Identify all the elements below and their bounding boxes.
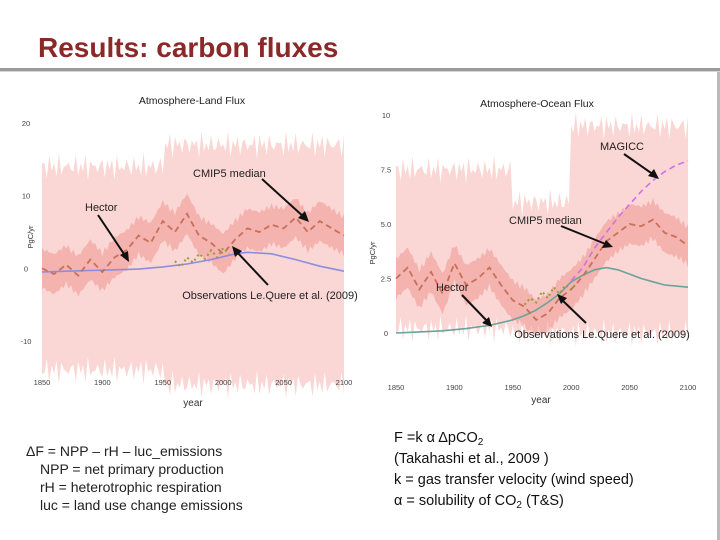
land-flux-equations: ΔF = NPP – rH – luc_emissions NPP = net … <box>26 442 243 514</box>
land-y-tick-label: -10 <box>21 337 32 346</box>
alpha-definition: α = solubility of CO2 (T&S) <box>394 491 634 512</box>
land-uncertainty-band <box>42 130 344 399</box>
land-axis-ticks: 20 10 0 -10 1850 1900 1950 2000 2050 2100 <box>21 119 353 387</box>
ocean-y-tick-label: 10 <box>382 111 390 120</box>
ocean-obs-arrowhead <box>557 294 567 304</box>
land-cmip5-arrow <box>261 178 306 219</box>
ocean-eq-part-b: CO <box>456 430 478 446</box>
ocean-obs-annotation-text: Observations Le.Quere et al. (2009) <box>514 329 689 341</box>
land-series-cmip5-median <box>41 212 345 277</box>
slide-title: Results: carbon fluxes <box>38 32 339 63</box>
ocean-obs-annotation: Observations Le.Quere et al. (2009) <box>514 329 689 341</box>
ocean-flux-chart: Atmosphere-Ocean Flux 10 7.5 5.0 2.5 0 1850 19… <box>368 98 697 406</box>
ocean-x-tick-label: 2000 <box>563 383 580 392</box>
ocean-x-axis-label: year <box>531 395 551 406</box>
title-divider-shadow <box>0 71 720 72</box>
land-x-axis-label: year <box>183 398 203 409</box>
land-hector-annotation: Hector <box>85 202 118 214</box>
ocean-obs-arrow <box>560 298 587 324</box>
land-band-inner <box>42 193 344 297</box>
ocean-series-magicc <box>570 160 689 282</box>
ocean-band-outer <box>396 112 688 347</box>
rh-definition: rH = heterotrophic respiration <box>40 479 222 495</box>
land-band-outer <box>42 130 344 399</box>
ocean-hector-arrowhead <box>482 317 492 327</box>
npp-definition: NPP = net primary production <box>40 461 224 477</box>
ocean-flux-equation: F =k α ΔpCO2 <box>394 428 634 449</box>
takahashi-citation: (Takahashi et al., 2009 ) <box>394 451 549 467</box>
ocean-magicc-arrowhead <box>648 169 659 179</box>
land-hector-arrowhead <box>120 251 129 262</box>
ocean-cmip5-arrow <box>560 225 609 246</box>
ocean-hector-arrow <box>461 294 489 323</box>
ocean-x-tick-label: 1850 <box>388 383 405 392</box>
ocean-axis-ticks: 10 7.5 5.0 2.5 0 1850 1900 1950 2000 2050 2100 <box>381 111 697 392</box>
ocean-eq-part-a: F =k α Δp <box>394 430 456 446</box>
land-obs-arrowhead <box>232 246 242 257</box>
k-definition: k = gas transfer velocity (wind speed) <box>394 472 634 488</box>
ocean-eq-subscript: 2 <box>477 437 484 448</box>
ocean-y-tick-label: 0 <box>384 329 388 338</box>
land-y-tick-label: 0 <box>24 264 28 273</box>
ocean-hector-annotation: Hector <box>436 282 469 294</box>
land-x-tick-label: 2000 <box>215 378 232 387</box>
land-x-tick-label: 2100 <box>336 378 353 387</box>
alpha-def-part-a: α = solubility of CO <box>394 493 517 509</box>
land-flux-chart: Atmosphere-Land Flux 20 10 0 -10 1850 1900 195… <box>21 95 358 409</box>
land-flux-equation: ΔF = NPP – rH – luc_emissions <box>26 443 223 459</box>
title-divider <box>0 68 720 71</box>
ocean-cmip5-arrowhead <box>602 240 613 248</box>
land-x-tick-label: 1900 <box>94 378 111 387</box>
land-cmip5-arrowhead <box>298 211 309 222</box>
land-y-tick-label: 10 <box>22 192 30 201</box>
ocean-series-lines <box>395 160 689 334</box>
land-series-observations-le-quere-et-al-2009 <box>174 246 230 269</box>
alpha-def-part-b: (T&S) <box>521 493 564 509</box>
slide-edge <box>717 72 720 540</box>
ocean-y-tick-label: 2.5 <box>381 275 391 284</box>
ocean-chart-title: Atmosphere-Ocean Flux <box>480 98 595 110</box>
ocean-y-tick-label: 5.0 <box>381 220 391 229</box>
land-hector-arrow <box>97 214 127 258</box>
alpha-def-subscript: 2 <box>516 500 522 511</box>
ocean-x-tick-label: 2100 <box>680 383 697 392</box>
ocean-y-tick-label: 7.5 <box>381 166 391 175</box>
land-obs-arrow <box>235 250 269 286</box>
land-series-hector <box>41 251 345 273</box>
land-chart-title: Atmosphere-Land Flux <box>139 95 246 107</box>
land-x-tick-label: 1950 <box>154 378 171 387</box>
land-cmip5-annotation: CMIP5 median <box>193 168 266 180</box>
ocean-x-tick-label: 2050 <box>621 383 638 392</box>
land-obs-annotation: Observations Le.Quere et al. (2009) <box>182 290 357 302</box>
ocean-series-cmip5-median <box>395 218 689 322</box>
ocean-cmip5-annotation: CMIP5 median <box>509 215 582 227</box>
land-y-axis-label: PgC/yr <box>26 225 35 248</box>
land-y-tick-label: 20 <box>22 119 30 128</box>
ocean-magicc-arrow <box>623 153 655 176</box>
ocean-flux-equations: F =k α ΔpCO2 (Takahashi et al., 2009 ) k… <box>394 428 634 512</box>
ocean-series-hector <box>395 266 689 334</box>
land-x-tick-label: 2050 <box>275 378 292 387</box>
land-obs-annotation-text: Observations Le.Quere et al. (2009) <box>182 290 357 302</box>
ocean-x-tick-label: 1900 <box>446 383 463 392</box>
ocean-band-inner <box>396 197 688 333</box>
luc-definition: luc = land use change emissions <box>40 497 243 513</box>
land-series-lines <box>41 212 345 277</box>
ocean-uncertainty-band <box>396 112 688 347</box>
ocean-y-axis-label: PgC/yr <box>368 241 377 264</box>
ocean-x-tick-label: 1950 <box>504 383 521 392</box>
land-x-tick-label: 1850 <box>34 378 51 387</box>
ocean-magicc-annotation: MAGICC <box>600 141 644 153</box>
